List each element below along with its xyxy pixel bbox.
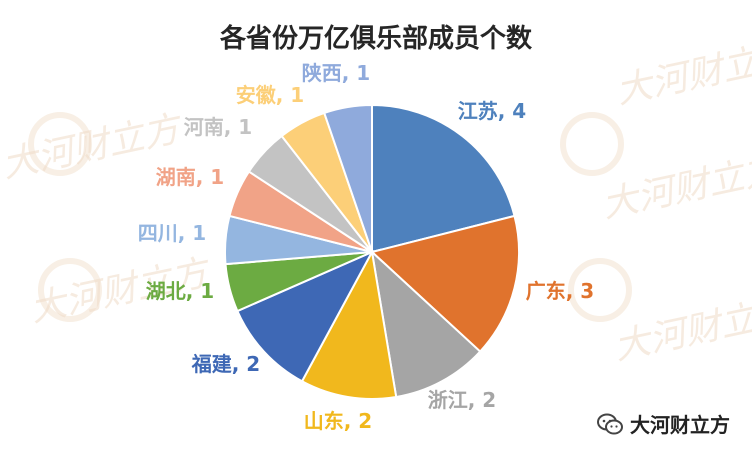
slice-data-label-2: 广东, 3 [526, 279, 594, 303]
watermark-ring [38, 258, 102, 322]
slice-data-label-10: 安徽, 1 [236, 83, 304, 107]
pie-slice-1 [371, 103, 516, 254]
pie-slice-2 [369, 214, 520, 353]
pie-slice-3 [370, 249, 482, 399]
slice-data-label-5: 福建, 2 [191, 352, 260, 376]
slice-data-label-8: 湖南, 1 [156, 165, 224, 189]
pie-slice-5 [236, 249, 375, 383]
watermark-text: 大河财立方 [630, 413, 730, 437]
slice-data-label-11: 陕西, 1 [302, 61, 370, 85]
slice-data-label-1: 江苏, 4 [458, 99, 526, 123]
pie-slice-4 [300, 248, 398, 400]
wechat-icon [597, 413, 623, 434]
slice-data-label-6: 湖北, 1 [146, 279, 214, 303]
slice-data-label-7: 四川, 1 [138, 221, 206, 245]
slice-data-label-4: 山东, 2 [304, 409, 372, 433]
slice-data-label-3: 浙江, 2 [428, 388, 496, 412]
chart-title: 各省份万亿俱乐部成员个数 [219, 24, 532, 54]
watermark-ring [28, 112, 92, 176]
pie-slice-11 [322, 103, 373, 253]
watermark-ring [568, 258, 632, 322]
watermark-ring [560, 112, 624, 176]
slice-data-label-9: 河南, 1 [184, 115, 252, 139]
watermark-badge: 大河财立方 [596, 409, 730, 438]
